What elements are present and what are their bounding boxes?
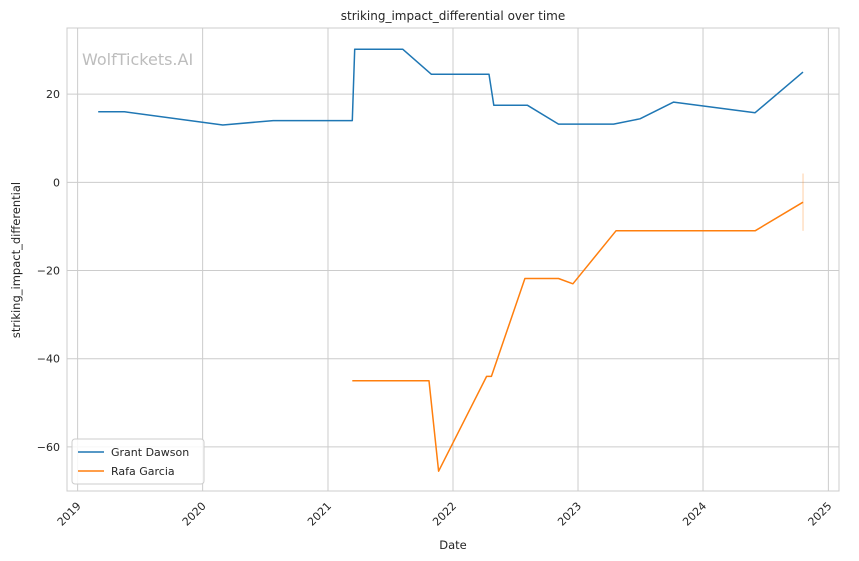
legend-label: Rafa Garcia xyxy=(111,465,175,478)
y-axis-label: striking_impact_differential xyxy=(9,182,23,338)
watermark: WolfTickets.AI xyxy=(82,50,193,69)
legend-box xyxy=(71,438,205,485)
y-tick-label: 20 xyxy=(46,88,60,101)
y-tick-labels: −60 −40 −20 0 20 xyxy=(37,88,60,454)
series-group xyxy=(98,48,804,472)
x-axis-label: Date xyxy=(439,538,467,552)
series-line-grant-dawson xyxy=(98,48,804,126)
chart-title: striking_impact_differential over time xyxy=(341,9,566,23)
y-tick-label: −60 xyxy=(37,441,60,454)
series-line-rafa-garcia xyxy=(352,201,804,472)
legend-label: Grant Dawson xyxy=(111,446,189,459)
y-tick-label: −20 xyxy=(37,265,60,278)
y-tick-label: −40 xyxy=(37,353,60,366)
plot-frame xyxy=(66,27,840,492)
legend: Grant Dawson Rafa Garcia xyxy=(71,438,205,485)
y-tick-label: 0 xyxy=(53,176,60,189)
